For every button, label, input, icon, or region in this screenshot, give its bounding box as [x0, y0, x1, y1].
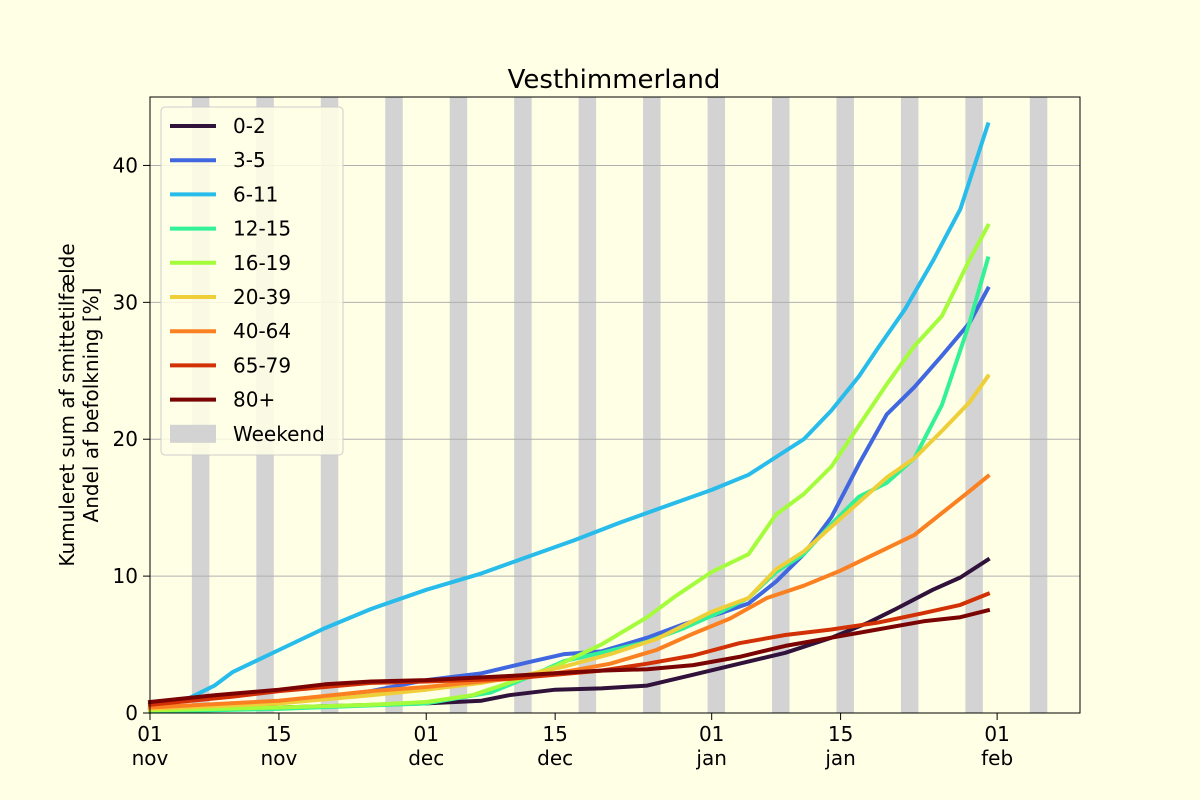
weekend-band	[707, 97, 726, 713]
y-axis-label-line1: Kumuleret sum af smittetilfælde	[55, 243, 79, 566]
series-line	[147, 373, 991, 711]
x-tick-label: 15	[266, 722, 291, 746]
y-axis-label-line2: Andel af befolkning [%]	[79, 288, 103, 523]
x-tick-month-label: dec	[408, 746, 444, 770]
x-tick-month-label: nov	[132, 746, 169, 770]
weekend-band	[771, 97, 790, 713]
weekend-band	[643, 97, 661, 713]
series-line	[147, 222, 991, 713]
weekend-band	[965, 97, 983, 713]
y-tick-label: 40	[113, 153, 138, 177]
y-tick-label: 30	[113, 290, 138, 314]
series-line	[147, 591, 991, 707]
weekend-band	[1029, 97, 1048, 713]
x-tick-label: 01	[699, 722, 724, 746]
series-line	[147, 556, 991, 713]
legend-label: 3-5	[233, 148, 266, 172]
legend-label: 65-79	[233, 353, 291, 377]
legend-label: 12-15	[233, 217, 291, 241]
legend-label: 20-39	[233, 285, 291, 309]
series-line	[147, 607, 991, 705]
x-tick-label: 01	[137, 722, 162, 746]
plot-frame	[149, 96, 1081, 714]
series-line	[147, 473, 991, 710]
legend-label: Weekend	[233, 422, 325, 446]
x-tick-month-label: feb	[981, 746, 1013, 770]
legend-label: 6-11	[233, 182, 278, 206]
y-axis: 0 10 20 30 40	[113, 153, 150, 725]
x-tick-month-label: nov	[261, 746, 298, 770]
x-tick-label: 15	[828, 722, 853, 746]
weekend-band	[836, 97, 854, 713]
weekend-band	[578, 97, 597, 713]
legend: 0-2 3-5 6-11 12-15 16-19 20-39 40-64 65-79 80+ We…	[160, 106, 344, 456]
series-line	[147, 121, 991, 712]
x-tick-label: 01	[984, 722, 1009, 746]
y-tick-label: 20	[113, 427, 138, 451]
x-tick-month-label: jan	[695, 746, 727, 770]
weekend-band	[449, 97, 468, 713]
legend-swatch	[170, 424, 216, 443]
legend-label: 80+	[233, 388, 275, 412]
x-tick-label: 15	[542, 722, 567, 746]
y-tick-label: 0	[125, 701, 138, 725]
weekend-band	[514, 97, 532, 713]
legend-label: 0-2	[233, 114, 266, 138]
weekend-band	[385, 97, 403, 713]
series-lines	[147, 121, 991, 714]
chart-title: Vesthimmerland	[508, 65, 721, 95]
legend-label: 16-19	[233, 251, 291, 275]
x-tick-month-label: jan	[824, 746, 856, 770]
legend-label: 40-64	[233, 319, 291, 343]
x-tick-month-label: dec	[537, 746, 573, 770]
weekend-band	[900, 97, 919, 713]
x-tick-label: 01	[414, 722, 439, 746]
y-tick-label: 10	[113, 564, 138, 588]
